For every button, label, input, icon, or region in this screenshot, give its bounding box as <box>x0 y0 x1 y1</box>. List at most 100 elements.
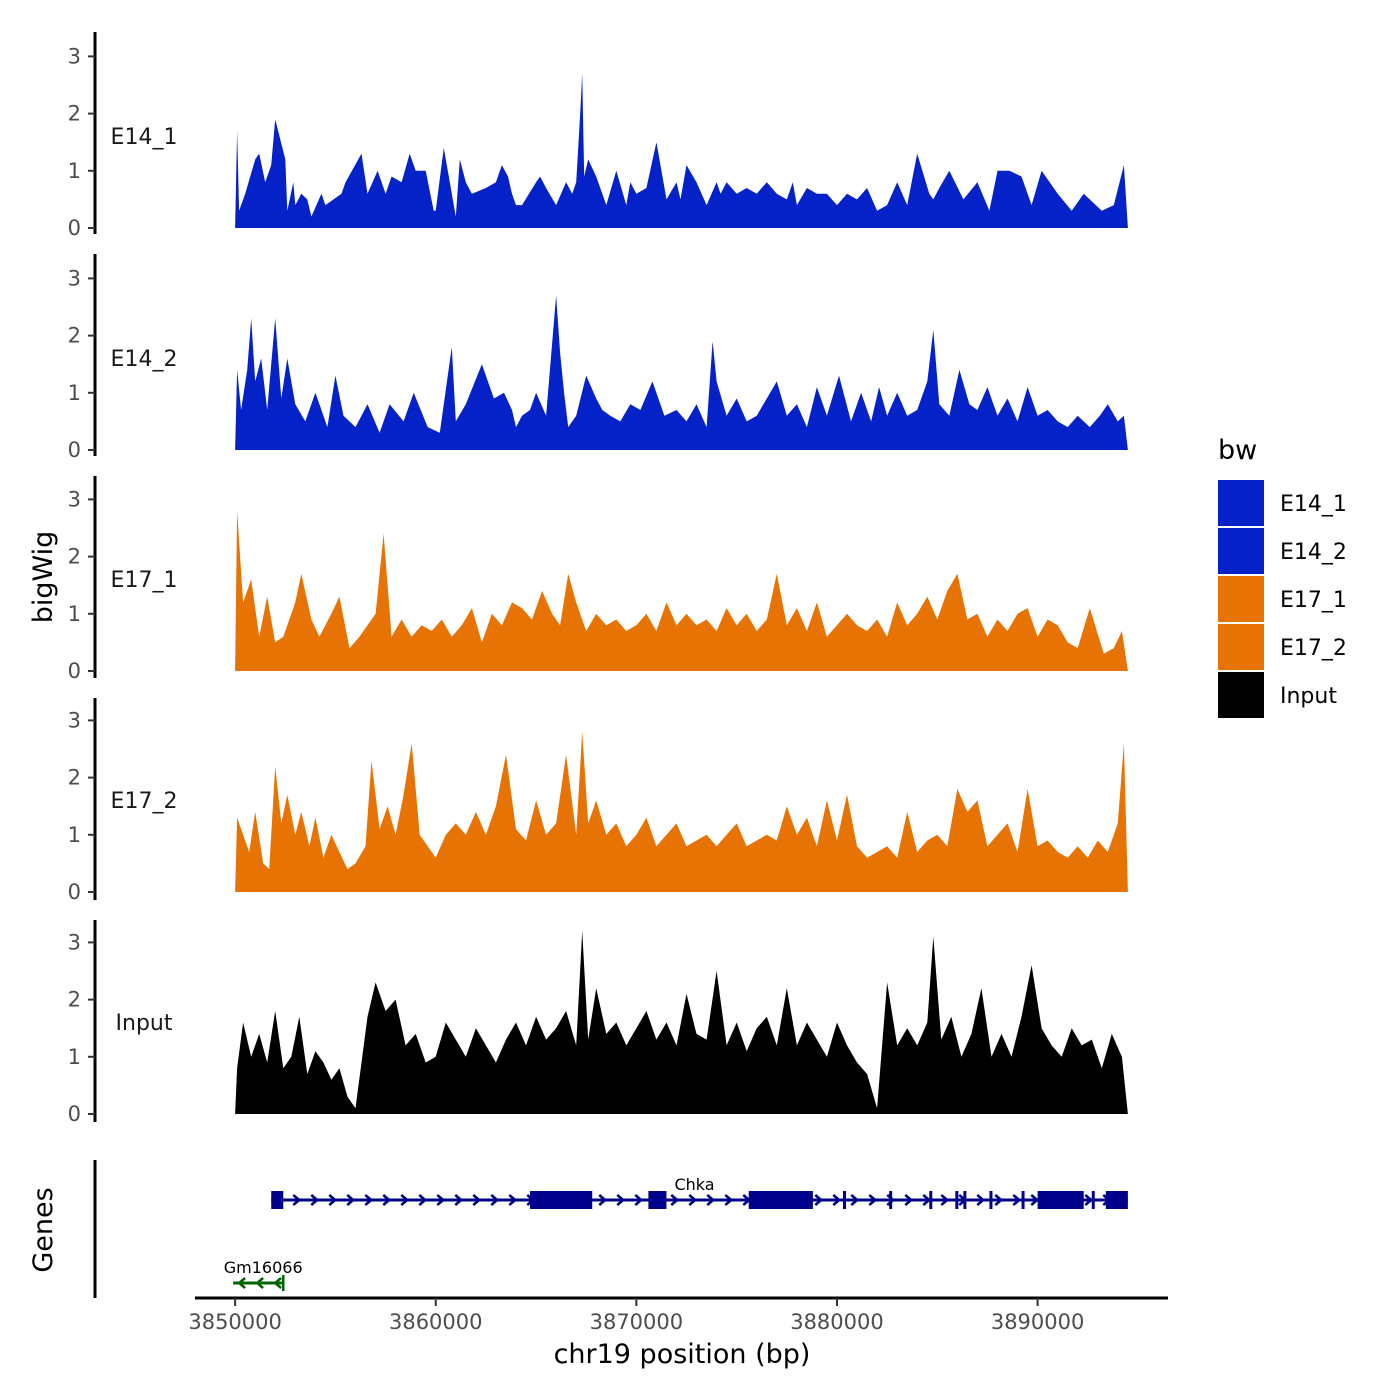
signal-area-Input <box>235 931 1128 1114</box>
strand-arrow <box>310 1194 320 1206</box>
gene-exon <box>648 1191 667 1209</box>
y-tick-label: 0 <box>68 1102 81 1126</box>
gene-label: Chka <box>674 1175 714 1194</box>
gene-exon <box>530 1191 593 1209</box>
strand-arrow <box>832 1194 842 1206</box>
signal-area-E17_2 <box>235 731 1128 892</box>
y-tick-label: 1 <box>68 381 81 405</box>
y-tick-label: 3 <box>68 930 81 954</box>
gene-label: Gm16066 <box>224 1258 303 1277</box>
strand-arrow <box>634 1194 644 1206</box>
gene-Chka: Chka <box>271 1175 1128 1209</box>
legend-label-E14_1: E14_1 <box>1280 492 1347 517</box>
strand-arrow <box>346 1194 356 1206</box>
y-tick-label: 2 <box>68 766 81 790</box>
track-Input: 0 1 2 3 Input <box>68 920 1128 1126</box>
x-tick-label: 3890000 <box>991 1310 1085 1334</box>
y-tick-label: 1 <box>68 159 81 183</box>
gene-exon <box>842 1191 847 1209</box>
x-axis-title: chr19 position (bp) <box>554 1339 811 1370</box>
signal-area-E14_2 <box>235 295 1128 450</box>
x-tick-label: 3870000 <box>590 1310 684 1334</box>
gene-exon <box>963 1191 967 1209</box>
signal-area-E17_1 <box>235 510 1128 671</box>
strand-arrow <box>994 1194 1004 1206</box>
strand-arrow <box>328 1194 338 1206</box>
y-tick-label: 3 <box>68 266 81 290</box>
genes-axis-title: Genes <box>28 1187 59 1272</box>
track-label: E14_1 <box>111 125 178 150</box>
strand-arrow <box>1030 1194 1040 1206</box>
strand-arrow <box>670 1194 680 1206</box>
legend-label-E17_1: E17_1 <box>1280 588 1347 613</box>
legend-key-Input <box>1218 672 1264 718</box>
strand-arrow <box>472 1194 482 1206</box>
gene-exon <box>1037 1191 1084 1209</box>
gene-exon <box>989 1191 993 1209</box>
strand-arrow <box>976 1194 986 1206</box>
strand-arrow <box>292 1194 302 1206</box>
strand-arrow <box>706 1194 716 1206</box>
strand-arrow <box>814 1194 824 1206</box>
legend-label-E14_2: E14_2 <box>1280 540 1347 565</box>
strand-arrow <box>940 1194 950 1206</box>
y-tick-label: 1 <box>68 602 81 626</box>
gene-exon <box>1091 1191 1095 1209</box>
strand-arrow <box>922 1194 932 1206</box>
legend: bw E14_1 E14_2 E17_1 E17_2 Input <box>1218 435 1347 718</box>
strand-arrow <box>454 1194 464 1206</box>
genes-panel: Chka Gm16066 <box>93 1160 1128 1298</box>
gene-exon <box>929 1191 933 1209</box>
x-tick-label: 3850000 <box>188 1310 282 1334</box>
track-label: E17_2 <box>111 789 178 814</box>
strand-arrow <box>1084 1194 1094 1206</box>
track-E14_2: 0 1 2 3 E14_2 <box>68 254 1128 462</box>
gene-exon <box>955 1191 959 1209</box>
strand-arrow <box>598 1194 608 1206</box>
gene-exon <box>1105 1191 1128 1209</box>
strand-arrow <box>508 1194 518 1206</box>
y-tick-label: 0 <box>68 659 81 683</box>
legend-key-E17_2 <box>1218 624 1264 670</box>
y-tick-label: 1 <box>68 823 81 847</box>
strand-arrow <box>400 1194 410 1206</box>
track-label: Input <box>116 1011 173 1036</box>
strand-arrow <box>382 1194 392 1206</box>
track-E17_1: 0 1 2 3 E17_1 <box>68 476 1128 683</box>
y-tick-label: 0 <box>68 438 81 462</box>
gene-Gm16066: Gm16066 <box>224 1258 303 1291</box>
x-tick-label: 3860000 <box>389 1310 483 1334</box>
gene-exon <box>748 1191 813 1209</box>
gene-exon <box>1021 1191 1025 1209</box>
track-label: E14_2 <box>111 347 178 372</box>
strand-arrow <box>1012 1194 1022 1206</box>
legend-key-E17_1 <box>1218 576 1264 622</box>
y-tick-label: 2 <box>68 324 81 348</box>
strand-arrow <box>490 1194 500 1206</box>
strand-arrow <box>904 1194 914 1206</box>
strand-arrow <box>436 1194 446 1206</box>
gene-exon <box>889 1191 893 1209</box>
y-tick-label: 3 <box>68 708 81 732</box>
legend-key-E14_1 <box>1218 480 1264 526</box>
strand-arrow <box>616 1194 626 1206</box>
strand-arrow <box>273 1277 282 1289</box>
track-label: E17_1 <box>111 568 178 593</box>
strand-arrow <box>868 1194 878 1206</box>
bigwig-tracks: 0 1 2 3 E14_1 0 1 2 3 E14_2 0 1 2 3 E17_1 0 1 2 3 E17_2 0 1 2 3… <box>68 32 1128 1126</box>
y-axis-title: bigWig <box>28 531 59 624</box>
y-tick-label: 0 <box>68 880 81 904</box>
x-axis: 3850000 3860000 3870000 3880000 3890000 <box>188 1296 1168 1334</box>
legend-label-Input: Input <box>1280 684 1337 709</box>
strand-arrow <box>255 1277 264 1289</box>
legend-title: bw <box>1218 435 1257 466</box>
gene-exon <box>271 1191 284 1209</box>
y-tick-label: 1 <box>68 1045 81 1069</box>
y-tick-label: 2 <box>68 988 81 1012</box>
strand-arrow <box>364 1194 374 1206</box>
legend-key-E14_2 <box>1218 528 1264 574</box>
strand-arrow <box>850 1194 860 1206</box>
y-tick-label: 3 <box>68 487 81 511</box>
track-E17_2: 0 1 2 3 E17_2 <box>68 698 1128 904</box>
